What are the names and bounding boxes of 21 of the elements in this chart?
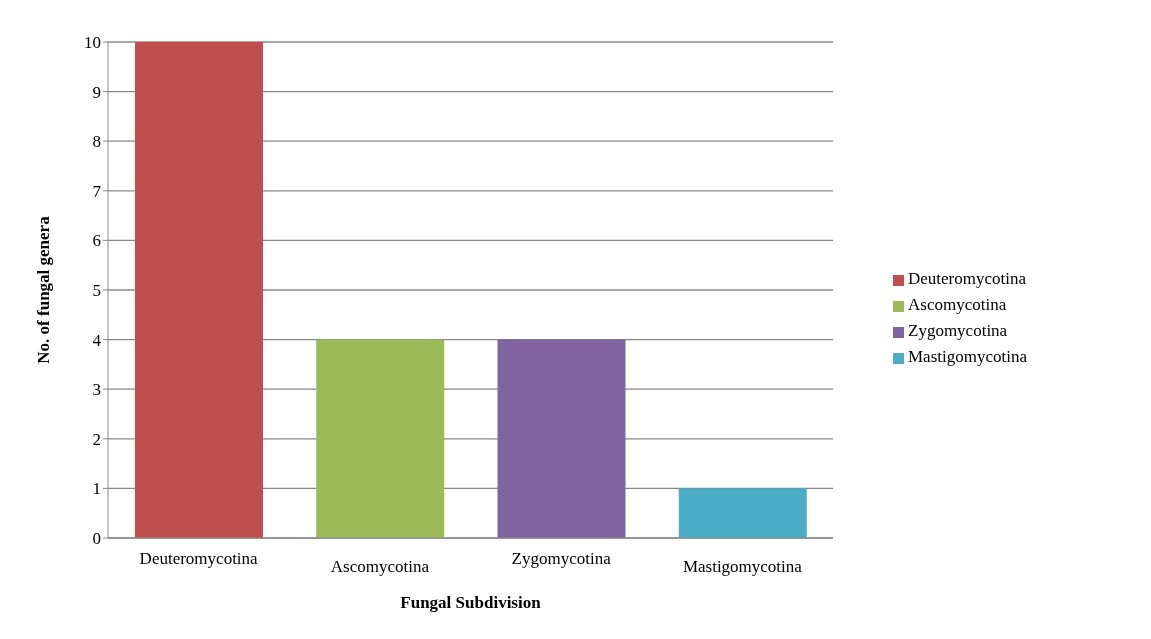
legend-label: Deuteromycotina bbox=[908, 269, 1027, 288]
legend-label: Mastigomycotina bbox=[908, 347, 1027, 366]
legend-label: Zygomycotina bbox=[908, 321, 1008, 340]
y-tick-label: 0 bbox=[92, 529, 101, 549]
y-tick-label: 5 bbox=[92, 281, 101, 301]
y-tick-label: 7 bbox=[92, 181, 102, 201]
y-tick-label: 3 bbox=[92, 380, 101, 400]
y-tick-label: 2 bbox=[92, 429, 101, 449]
y-tick-label: 8 bbox=[92, 132, 101, 152]
x-tick-label: Ascomycotina bbox=[330, 557, 430, 576]
legend-label: Ascomycotina bbox=[908, 295, 1007, 314]
y-tick-label: 6 bbox=[92, 231, 101, 251]
y-tick-label: 9 bbox=[92, 82, 101, 102]
y-axis-title: No. of fungal genera bbox=[34, 215, 54, 364]
y-tick-label: 1 bbox=[92, 479, 101, 499]
x-tick-label: Zygomycotina bbox=[511, 549, 612, 568]
x-axis-title: Fungal Subdivision bbox=[400, 593, 542, 612]
x-tick-label: Mastigomycotina bbox=[682, 557, 803, 576]
y-tick-label: 10 bbox=[84, 33, 101, 53]
x-tick-label: Deuteromycotina bbox=[139, 549, 259, 568]
y-tick-label: 4 bbox=[92, 330, 102, 350]
